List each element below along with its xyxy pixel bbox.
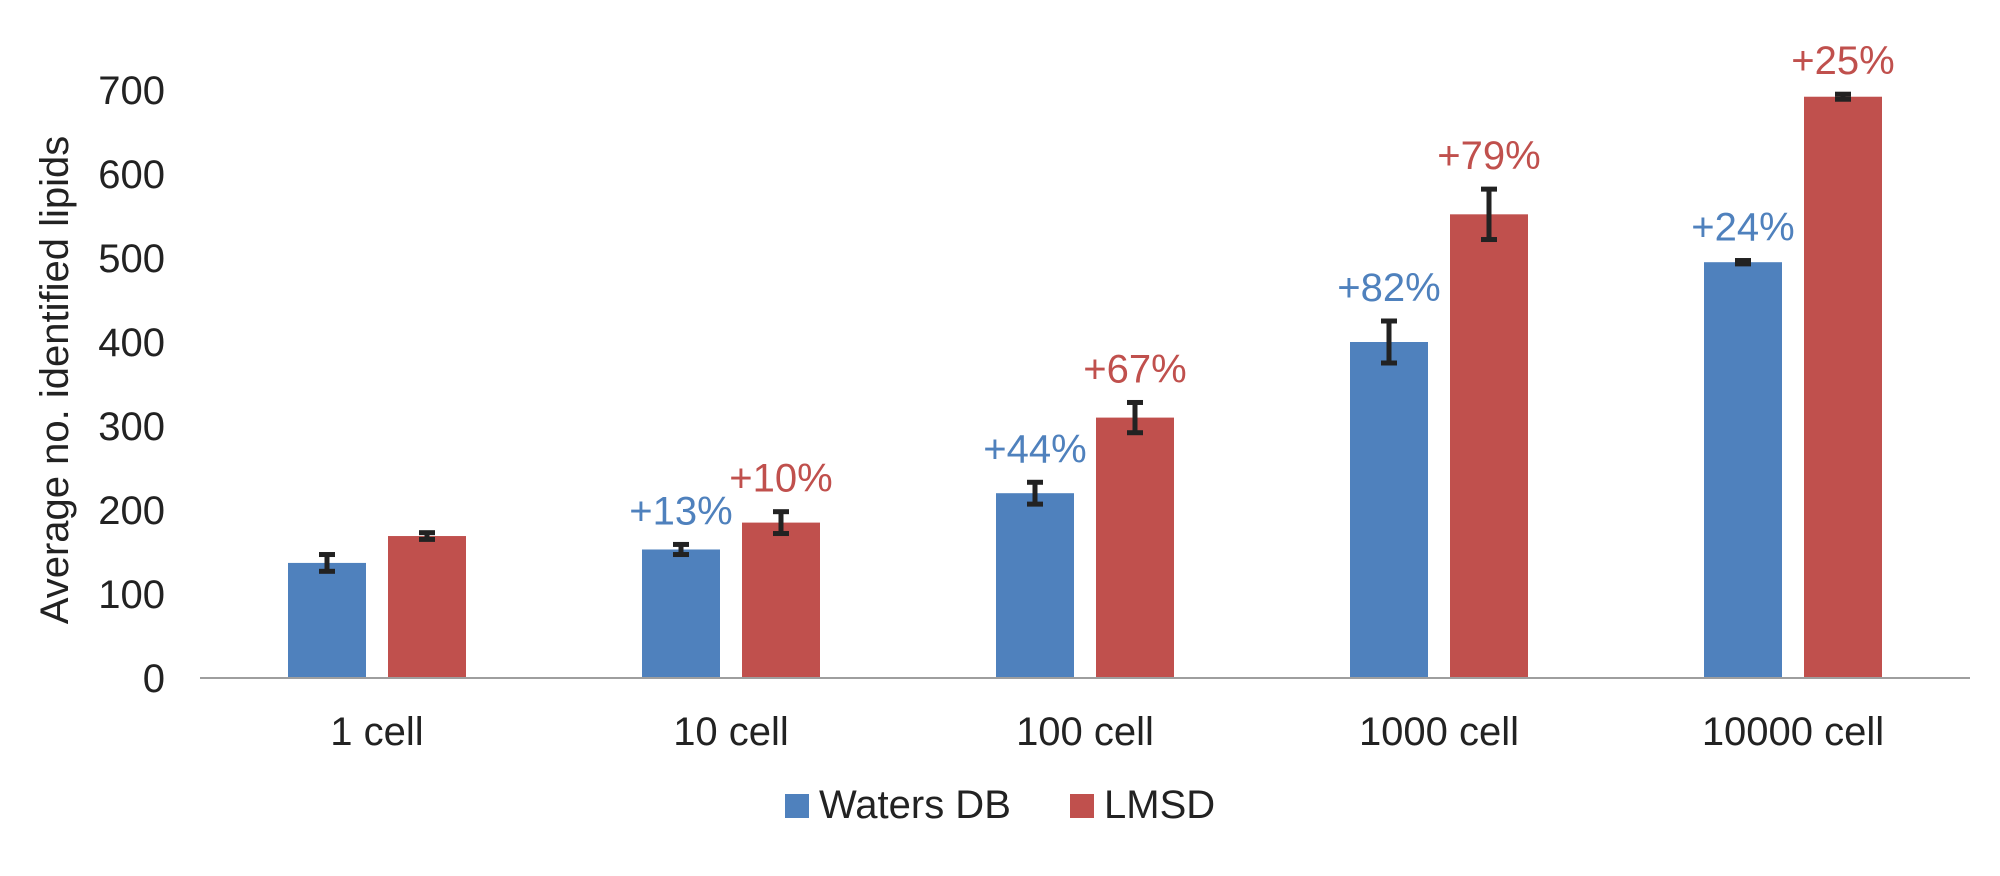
error-bar [1027,479,1043,507]
bar-lmsd [1804,96,1882,679]
percent-label: +67% [1083,347,1186,391]
legend-label: Waters DB [819,783,1011,827]
bars [288,96,1882,679]
error-bar [1835,91,1851,102]
percent-label: +79% [1437,134,1540,178]
error-bar [1735,258,1751,267]
percent-label: +10% [729,457,832,501]
percent-label: +44% [983,427,1086,471]
bar-waters-db [1350,342,1428,678]
error-bar [1481,186,1497,243]
error-bar [773,509,789,537]
bar-lmsd [388,536,466,678]
x-tick-label: 10000 cell [1702,710,1884,754]
legend-item: Waters DB [785,783,1011,827]
y-axis-label: Average no. identified lipids [33,136,77,624]
percent-label: +82% [1337,266,1440,310]
error-bar [673,541,689,558]
legend-swatch [785,794,809,818]
x-tick-label: 1000 cell [1359,710,1519,754]
y-axis: 0 100 200 300 400 500 600 700 [98,69,165,701]
x-axis: 1 cell 10 cell 100 cell 1000 cell 10000 cell [330,710,1884,754]
legend-swatch [1070,794,1094,818]
y-tick-label: 400 [98,321,165,365]
bar-waters-db [288,562,366,678]
error-bar [1127,399,1143,436]
error-bars [319,91,1851,574]
legend-label: LMSD [1104,783,1215,827]
percent-label: +25% [1791,39,1894,83]
bar-waters-db [642,549,720,678]
y-tick-label: 600 [98,153,165,197]
bar-waters-db [1704,262,1782,678]
legend: Waters DB LMSD [785,783,1215,827]
bar-lmsd [1096,417,1174,678]
bar-lmsd [1450,214,1528,678]
x-tick-label: 1 cell [330,710,423,754]
y-tick-label: 100 [98,573,165,617]
error-bar [319,552,335,574]
bar-lmsd [742,522,820,678]
error-bar [419,530,435,542]
bar-waters-db [996,493,1074,678]
y-tick-label: 200 [98,489,165,533]
error-bar [1381,318,1397,366]
y-tick-label: 300 [98,405,165,449]
x-tick-label: 10 cell [673,710,789,754]
legend-item: LMSD [1070,783,1215,827]
y-tick-label: 500 [98,237,165,281]
y-tick-label: 0 [143,657,165,701]
percent-labels: +13% +44% +82% +24% +10% +67% +79% +25% [629,39,1894,533]
percent-label: +13% [629,489,732,533]
y-tick-label: 700 [98,69,165,113]
x-tick-label: 100 cell [1016,710,1154,754]
percent-label: +24% [1691,206,1794,250]
